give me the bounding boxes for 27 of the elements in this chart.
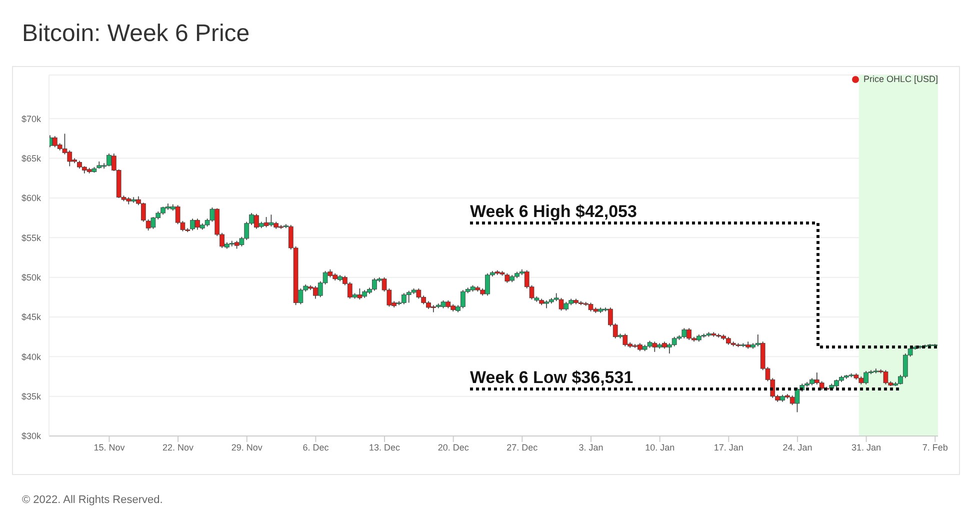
- y-tick-label: $30k: [21, 431, 42, 442]
- x-tick-label: 7. Feb: [922, 442, 948, 452]
- x-tick-label: 3. Jan: [578, 442, 604, 452]
- x-tick-label: 27. Dec: [506, 442, 538, 452]
- x-tick-label: 13. Dec: [369, 442, 401, 452]
- y-tick-label: $60k: [21, 193, 42, 204]
- x-tick-label: 22. Nov: [162, 442, 194, 452]
- y-tick-label: $45k: [21, 312, 42, 322]
- x-tick-label: 24. Jan: [782, 442, 812, 452]
- x-tick-label: 29. Nov: [231, 442, 263, 452]
- x-tick-label: 10. Jan: [645, 442, 675, 452]
- y-tick-label: $40k: [21, 352, 42, 362]
- annotation: Week 6 Low $36,531: [470, 368, 634, 388]
- text: © 2022. All Rights Reserved.: [22, 494, 163, 506]
- y-tick-label: $50k: [21, 272, 42, 283]
- x-tick-label: 31. Jan: [852, 442, 882, 452]
- x-tick-label: 15. Nov: [94, 442, 126, 452]
- x-tick-label: 20. Dec: [438, 442, 470, 452]
- chart-title: Bitcoin: Week 6 Price: [22, 20, 250, 48]
- legend-label: Price OHLC [USD]: [863, 74, 938, 84]
- y-tick-label: $35k: [21, 392, 42, 402]
- y-tick-label: $65k: [21, 154, 42, 164]
- x-tick-label: 6. Dec: [302, 442, 330, 452]
- annotation: Week 6 High $42,053: [470, 202, 637, 222]
- y-tick-label: $55k: [21, 232, 42, 243]
- x-tick-label: 17. Jan: [714, 442, 744, 452]
- y-tick-label: $70k: [21, 114, 42, 124]
